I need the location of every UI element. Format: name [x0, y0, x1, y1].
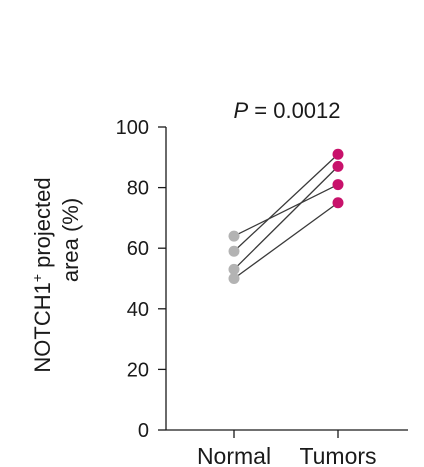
- y-axis-title: NOTCH1+ projected: [29, 177, 55, 372]
- pair-connector-line: [233, 202, 339, 280]
- y-tick-label: 40: [127, 299, 149, 321]
- y-axis-title-second-line: area (%): [58, 198, 83, 282]
- p-value-symbol: P: [233, 98, 248, 123]
- p-value-annotation: P = 0.0012: [233, 98, 340, 123]
- data-points: [228, 148, 344, 284]
- y-tick-label: 60: [127, 238, 149, 260]
- y-tick-label: 0: [138, 420, 149, 442]
- x-axis-ticks: Normal Tumors: [197, 430, 377, 467]
- y-axis-ticks: 0 20 40 60 80 100: [116, 117, 166, 442]
- tumor-data-point: [332, 160, 344, 172]
- normal-data-point: [228, 230, 240, 242]
- y-tick-label: 100: [116, 117, 149, 139]
- pair-connector-line: [233, 165, 339, 270]
- x-category-label: Normal: [197, 443, 271, 467]
- tumor-data-point: [332, 148, 344, 160]
- y-axis-title-superscript: +: [29, 274, 45, 282]
- normal-data-point: [228, 263, 240, 275]
- x-category-label: Tumors: [299, 443, 376, 467]
- y-axis-title-suffix: projected: [30, 177, 55, 274]
- normal-data-point: [228, 273, 240, 284]
- tumor-data-point: [332, 179, 344, 191]
- pair-connector-line: [233, 183, 339, 237]
- normal-data-point: [228, 245, 240, 257]
- pair-connector-line: [233, 153, 339, 252]
- y-tick-label: 20: [127, 359, 149, 381]
- y-tick-label: 80: [127, 178, 149, 200]
- pair-lines: [233, 153, 339, 280]
- p-value-text: = 0.0012: [248, 98, 340, 123]
- y-axis-title-main: NOTCH1: [30, 282, 55, 372]
- tumor-data-point: [332, 197, 344, 209]
